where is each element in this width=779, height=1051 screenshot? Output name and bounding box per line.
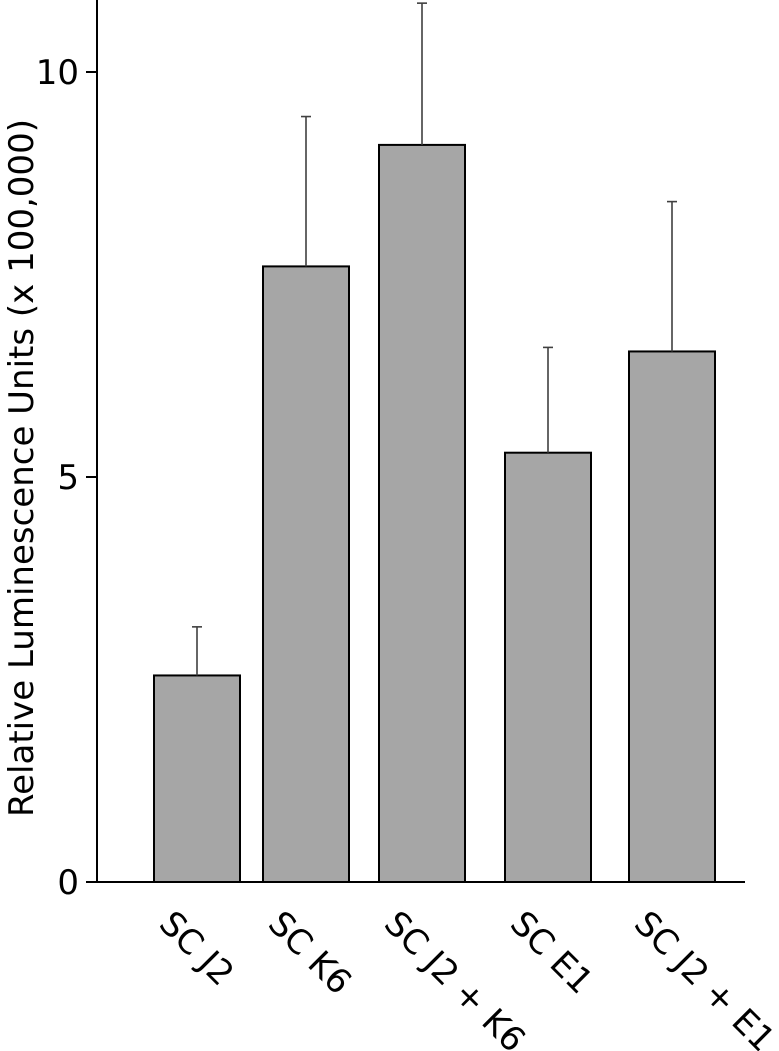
bar-2 xyxy=(378,143,466,883)
bars-layer xyxy=(153,143,716,884)
axes-layer xyxy=(96,0,745,883)
y-tick-label-2: 10 xyxy=(36,53,79,93)
error-bars-layer xyxy=(192,2,677,676)
y-tick-label-1: 5 xyxy=(57,458,79,498)
x-category-label-1: SC K6 xyxy=(260,904,359,1003)
bar-3 xyxy=(504,451,592,883)
y-axis-title: Relative Luminescence Units (x 100,000) xyxy=(2,119,42,817)
y-ticks-layer: 0 5 10 xyxy=(36,53,97,903)
y-tick-label-0: 0 xyxy=(57,863,79,903)
x-category-label-3: SC E1 xyxy=(502,904,600,1002)
x-category-label-0: SC J2 xyxy=(151,904,241,994)
bar-0 xyxy=(153,674,241,884)
bar-1 xyxy=(262,265,350,883)
x-category-label-4: SC J2 + E1 xyxy=(626,904,779,1051)
bar-4 xyxy=(628,350,716,883)
